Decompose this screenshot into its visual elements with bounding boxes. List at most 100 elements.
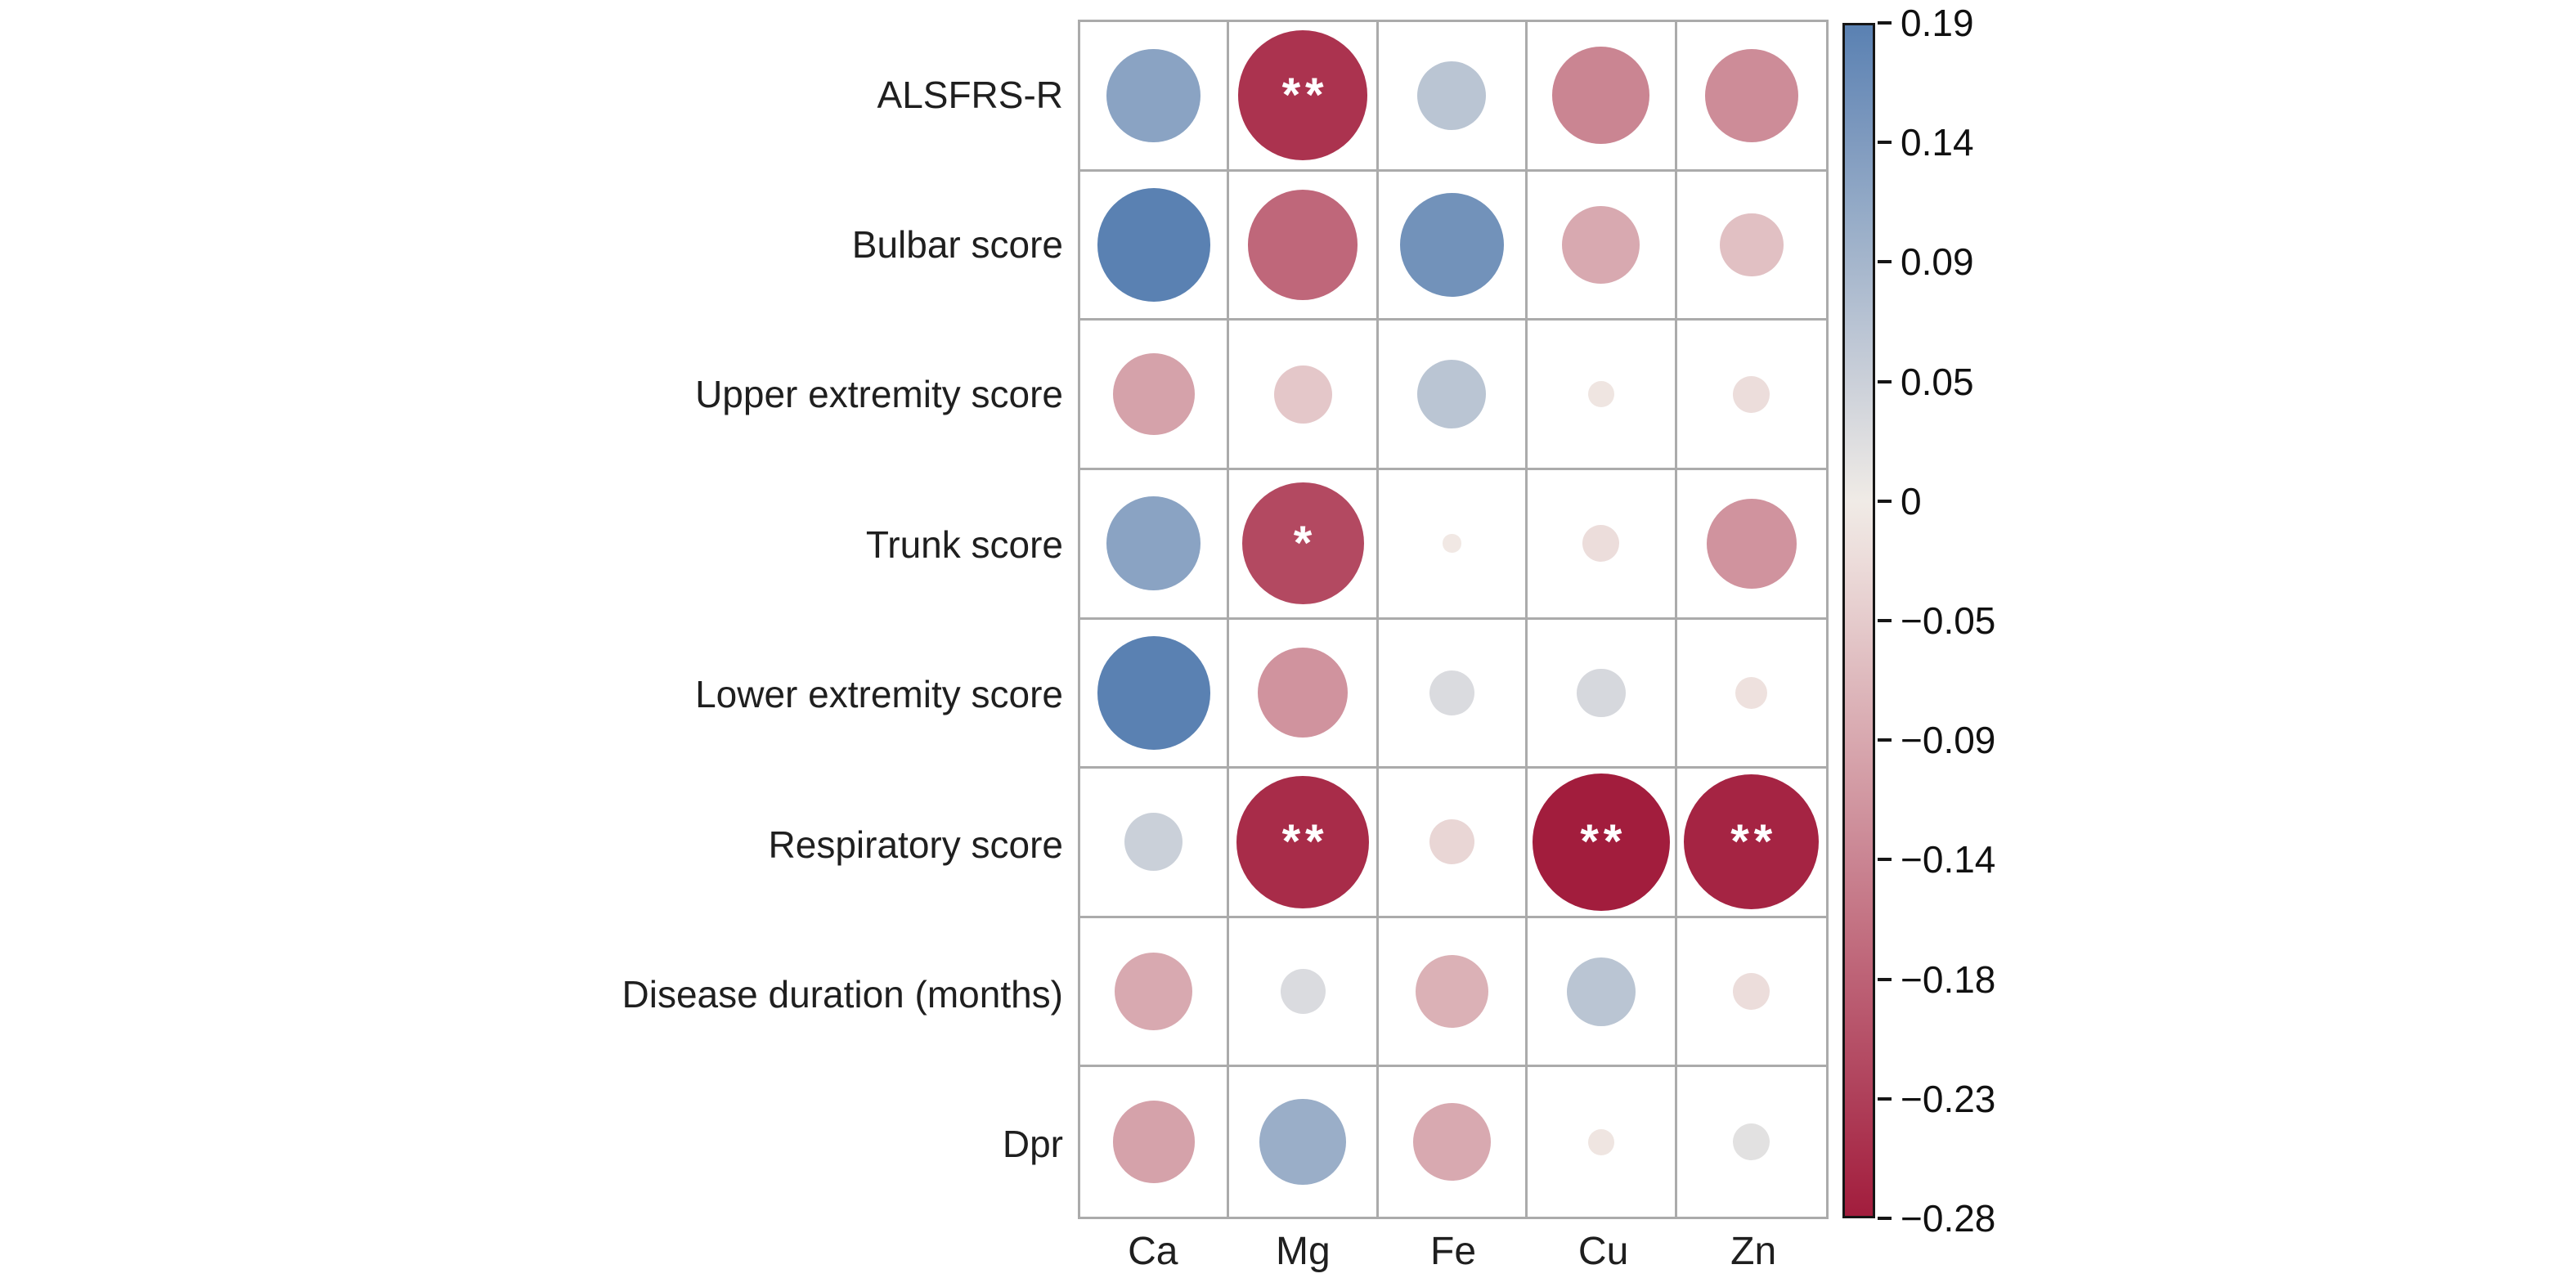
- correlation-circle: [1733, 375, 1770, 413]
- correlation-circle: [1417, 61, 1487, 130]
- correlation-cell: **: [1676, 769, 1826, 918]
- correlation-circle: [1399, 192, 1504, 297]
- correlation-circle: [1704, 48, 1799, 143]
- correlation-circle: [1280, 969, 1326, 1015]
- row-label: Disease duration (months): [622, 972, 1063, 1016]
- colorbar-tick: [1878, 379, 1892, 383]
- correlation-cell: [1080, 469, 1230, 620]
- correlation-cell: [1676, 171, 1826, 321]
- correlation-cell: [1528, 22, 1677, 172]
- correlation-grid: ** * ** ** **: [1078, 20, 1829, 1219]
- correlation-cell: [1676, 22, 1826, 172]
- colorbar-tick: [1878, 1096, 1892, 1101]
- correlation-circle: [1097, 188, 1210, 302]
- correlation-circle: [1577, 668, 1626, 717]
- colorbar-tick: [1878, 499, 1892, 503]
- row-label: Respiratory score: [768, 823, 1063, 866]
- correlation-cell: [1229, 917, 1379, 1068]
- correlation-cell: [1080, 619, 1230, 769]
- significance-marker: **: [1281, 68, 1329, 122]
- correlation-circle: [1733, 973, 1770, 1010]
- row-label: Bulbar score: [851, 223, 1063, 267]
- correlation-cell: [1528, 1067, 1677, 1217]
- correlation-circle: [1124, 813, 1183, 872]
- correlation-cell: [1080, 171, 1230, 321]
- column-label: Zn: [1730, 1230, 1777, 1273]
- correlation-circle: [1552, 47, 1650, 145]
- correlation-circle: **: [1236, 775, 1370, 908]
- row-label: Dpr: [1002, 1123, 1063, 1166]
- correlation-circle: [1412, 1103, 1492, 1182]
- correlation-circle: [1115, 952, 1193, 1031]
- colorbar-tick: [1878, 141, 1892, 145]
- correlation-circle: [1443, 534, 1461, 553]
- correlation-cell: [1378, 469, 1528, 620]
- correlation-cell: [1676, 917, 1826, 1068]
- correlation-cell: [1676, 1067, 1826, 1217]
- colorbar-tick-label: 0.14: [1901, 121, 1974, 164]
- correlation-cell: [1676, 321, 1826, 470]
- row-label: Upper extremity score: [695, 373, 1063, 416]
- correlation-cell: [1378, 171, 1528, 321]
- correlation-cell: [1378, 1067, 1528, 1217]
- row-labels: ALSFRS-R Bulbar score Upper extremity scor…: [458, 20, 1063, 1219]
- correlation-cell: [1229, 619, 1379, 769]
- correlation-circle: **: [1237, 30, 1368, 161]
- correlation-cell: [1080, 1067, 1230, 1217]
- column-label: Cu: [1577, 1230, 1629, 1273]
- correlation-cell: [1676, 619, 1826, 769]
- colorbar-tick-label: −0.18: [1901, 957, 1996, 1001]
- correlation-cell: [1378, 769, 1528, 918]
- colorbar-tick-label: 0: [1901, 479, 1922, 522]
- colorbar-tick: [1878, 619, 1892, 622]
- row-label: ALSFRS-R: [877, 73, 1063, 116]
- correlation-cell: [1528, 917, 1677, 1068]
- correlation-circle: [1112, 1101, 1195, 1183]
- correlation-circle: [1097, 636, 1210, 750]
- correlation-cell: [1080, 321, 1230, 470]
- correlation-cell: [1528, 619, 1677, 769]
- correlation-cell: [1528, 171, 1677, 321]
- colorbar-tick: [1878, 260, 1892, 264]
- correlation-cell: [1378, 321, 1528, 470]
- correlation-cell: [1080, 917, 1230, 1068]
- correlation-circle: [1106, 48, 1200, 143]
- correlation-cell: [1676, 469, 1826, 620]
- correlation-circle: [1735, 676, 1768, 709]
- correlation-circle: [1259, 1099, 1346, 1186]
- correlation-circle: [1562, 205, 1640, 285]
- correlation-cell: [1229, 1067, 1379, 1217]
- row-label: Lower extremity score: [695, 673, 1063, 716]
- correlation-circle: [1415, 954, 1489, 1029]
- correlation-cell: [1378, 619, 1528, 769]
- correlation-circle: [1429, 670, 1474, 715]
- colorbar-tick: [1878, 738, 1892, 742]
- significance-marker: **: [1580, 814, 1627, 868]
- colorbar-tick: [1878, 21, 1892, 25]
- significance-marker: **: [1281, 814, 1329, 868]
- colorbar-tick: [1878, 977, 1892, 981]
- column-label: Mg: [1276, 1230, 1331, 1273]
- correlation-circle: [1582, 525, 1620, 563]
- correlation-cell: [1229, 321, 1379, 470]
- correlation-circle: [1106, 496, 1200, 590]
- correlation-circle: [1417, 360, 1487, 429]
- correlation-cell: **: [1528, 769, 1677, 918]
- significance-marker: *: [1293, 516, 1317, 570]
- colorbar-tick: [1878, 1217, 1892, 1220]
- correlation-circle: [1588, 381, 1614, 407]
- correlation-cell: [1378, 917, 1528, 1068]
- colorbar-tick-label: −0.09: [1901, 719, 1996, 762]
- correlation-circle: [1706, 498, 1797, 589]
- colorbar-tick-label: −0.23: [1901, 1077, 1996, 1120]
- colorbar-tick: [1878, 858, 1892, 862]
- correlation-circle: [1273, 365, 1332, 424]
- correlation-circle: [1566, 957, 1636, 1026]
- correlation-cell: [1080, 22, 1230, 172]
- correlation-circle: *: [1241, 482, 1364, 605]
- correlation-circle: [1588, 1128, 1614, 1155]
- correlation-cell: [1528, 321, 1677, 470]
- correlation-circle: [1429, 819, 1474, 865]
- column-label: Fe: [1429, 1230, 1477, 1273]
